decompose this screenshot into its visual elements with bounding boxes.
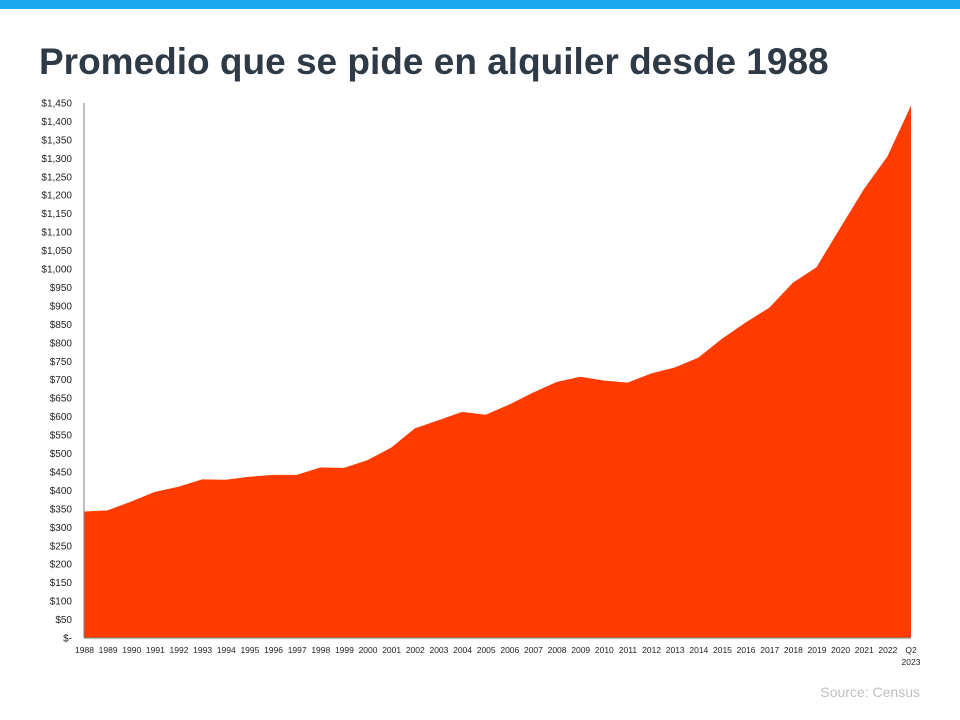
- y-tick-label: $400: [50, 486, 73, 497]
- top-accent-bar: [0, 0, 960, 9]
- y-tick-label: $850: [50, 320, 73, 331]
- x-tick-label: 2006: [500, 645, 519, 655]
- x-tick-label: 1992: [170, 645, 189, 655]
- y-tick-label: $1,200: [41, 191, 72, 202]
- y-tick-label: $100: [50, 597, 73, 608]
- y-tick-label: $150: [50, 578, 73, 589]
- x-tick-label: 2022: [878, 645, 897, 655]
- x-tick-label: 2003: [429, 645, 448, 655]
- x-tick-label: 1988: [75, 645, 94, 655]
- chart-title: Promedio que se pide en alquiler desde 1…: [39, 41, 829, 82]
- y-tick-label: $50: [55, 615, 72, 626]
- x-tick-label: 1990: [122, 645, 141, 655]
- x-tick-label: 1999: [335, 645, 354, 655]
- x-tick-label: 2016: [737, 645, 756, 655]
- y-tick-label: $250: [50, 541, 73, 552]
- y-axis-labels: $- $50 $100 $150 $200 $250 $300 $350 $400 $450 $50…: [41, 99, 72, 645]
- x-tick-label: 1996: [264, 645, 283, 655]
- x-tick-label: 1993: [193, 645, 212, 655]
- x-tick-label: 2004: [453, 645, 472, 655]
- x-tick-label: 1995: [240, 645, 259, 655]
- y-tick-label: $600: [50, 412, 73, 423]
- y-tick-label: $1,100: [41, 228, 72, 239]
- x-tick-label: 1994: [217, 645, 236, 655]
- y-tick-label: $-: [63, 634, 72, 645]
- rent-area: [84, 105, 911, 638]
- y-tick-label: $750: [50, 357, 73, 368]
- y-tick-label: $1,450: [41, 99, 72, 110]
- y-tick-label: $350: [50, 504, 73, 515]
- x-tick-label: 2020: [831, 645, 850, 655]
- y-tick-label: $300: [50, 523, 73, 534]
- y-tick-label: $1,350: [41, 135, 72, 146]
- y-tick-label: $1,150: [41, 209, 72, 220]
- y-tick-label: $650: [50, 394, 73, 405]
- x-tick-label: Q2 2023: [902, 645, 921, 667]
- x-tick-label: 2019: [808, 645, 827, 655]
- y-tick-label: $950: [50, 283, 73, 294]
- y-tick-label: $1,000: [41, 265, 72, 276]
- x-tick-label: 1997: [288, 645, 307, 655]
- x-axis-labels: 1988 1989 1990 1991 1992 1993 1994 1995 1996 1997…: [75, 645, 921, 667]
- y-tick-label: $550: [50, 431, 73, 442]
- x-tick-label: 2007: [524, 645, 543, 655]
- y-tick-label: $1,250: [41, 172, 72, 183]
- x-tick-label: 2011: [619, 645, 638, 655]
- y-tick-label: $700: [50, 375, 73, 386]
- x-tick-label: 1991: [146, 645, 165, 655]
- x-tick-label: 2018: [784, 645, 803, 655]
- x-tick-label: 2000: [359, 645, 378, 655]
- x-tick-label: 2008: [548, 645, 567, 655]
- x-tick-label: 2002: [406, 645, 425, 655]
- y-tick-label: $450: [50, 467, 73, 478]
- x-tick-label: 2009: [571, 645, 590, 655]
- y-tick-label: $200: [50, 560, 73, 571]
- x-tick-label: 2012: [642, 645, 661, 655]
- x-tick-label: 2014: [689, 645, 708, 655]
- x-tick-label: 2001: [382, 645, 401, 655]
- x-tick-label: 2021: [855, 645, 874, 655]
- x-tick-label: 1998: [311, 645, 330, 655]
- x-tick-label: 2013: [666, 645, 685, 655]
- y-tick-label: $1,300: [41, 154, 72, 165]
- y-tick-label: $500: [50, 449, 73, 460]
- x-tick-label: 2010: [595, 645, 614, 655]
- y-tick-label: $1,400: [41, 117, 72, 128]
- y-tick-label: $800: [50, 338, 73, 349]
- x-tick-label: 2017: [760, 645, 779, 655]
- y-tick-label: $900: [50, 301, 73, 312]
- x-tick-label: 2005: [477, 645, 496, 655]
- x-tick-label: 2015: [713, 645, 732, 655]
- source-note: Source: Census: [820, 684, 920, 700]
- x-tick-label: 1989: [99, 645, 118, 655]
- y-tick-label: $1,050: [41, 246, 72, 257]
